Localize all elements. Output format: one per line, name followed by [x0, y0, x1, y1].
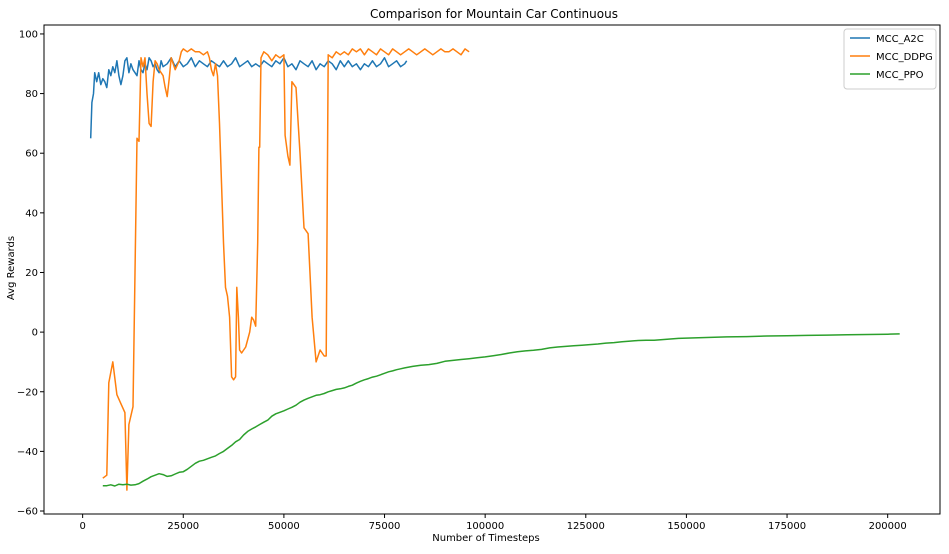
y-tick-label: −20 — [17, 387, 38, 398]
y-tick-label: 80 — [25, 89, 38, 100]
legend-label-mcc-a2c: MCC_A2C — [876, 34, 924, 45]
series-line-mcc-a2c — [89, 57, 408, 139]
plot-area: 0 25000 50000 75000 100000 125000 150000 175000… — [17, 24, 941, 532]
y-axis-title: Avg Rewards — [6, 236, 17, 300]
series-line-mcc-ddpg — [102, 48, 470, 491]
x-tick-label: 75000 — [369, 521, 401, 532]
y-tick-label: −60 — [17, 507, 38, 518]
y-tick-label: 60 — [25, 149, 38, 160]
x-tick-label: 150000 — [667, 521, 705, 532]
x-tick-label: 100000 — [466, 521, 504, 532]
x-tick-label: 50000 — [268, 521, 300, 532]
x-axis-title: Number of Timesteps — [432, 533, 539, 544]
series-line-mcc-ppo — [102, 333, 900, 487]
y-tick-label: 0 — [32, 328, 38, 339]
legend: MCC_A2C MCC_DDPG MCC_PPO — [843, 28, 937, 90]
y-tick-label: 40 — [25, 208, 38, 219]
x-tick-label: 175000 — [768, 521, 806, 532]
legend-label-mcc-ppo: MCC_PPO — [876, 70, 924, 81]
axes-frame — [43, 24, 941, 515]
y-tick-label: −40 — [17, 447, 38, 458]
legend-label-mcc-ddpg: MCC_DDPG — [876, 52, 933, 63]
y-tick-label: 20 — [25, 268, 38, 279]
chart-title: Comparison for Mountain Car Continuous — [370, 7, 618, 21]
x-tick-label: 25000 — [167, 521, 199, 532]
x-tick-label: 125000 — [567, 521, 605, 532]
x-tick-label: 0 — [79, 521, 85, 532]
x-tick-label: 200000 — [869, 521, 907, 532]
y-tick-label: 100 — [19, 29, 38, 40]
